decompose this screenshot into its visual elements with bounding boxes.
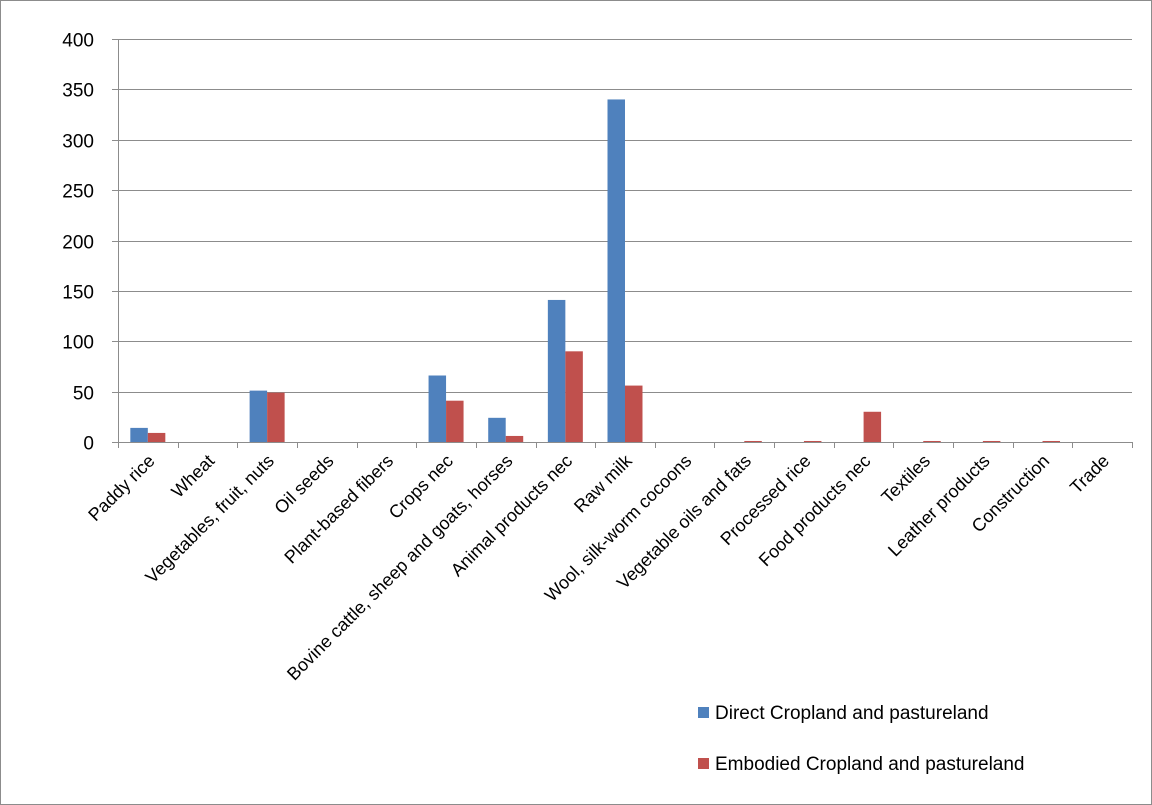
y-axis-tick-labels: 0 50 100 150 200 250 300 350 400 (62, 31, 94, 455)
y-tick-label: 100 (62, 333, 94, 354)
bar-direct-5 (428, 375, 447, 442)
y-tick-label: 200 (62, 233, 94, 254)
x-category-label: Leather products (884, 451, 994, 561)
legend-swatch-embodied (698, 758, 709, 769)
x-category-label: Animal products nec (447, 451, 576, 580)
x-category-label: Food products nec (755, 451, 875, 571)
x-category-label: Wheat (167, 451, 218, 502)
x-category-label: Plant-based fibers (280, 451, 397, 568)
bar-embodied-8 (625, 385, 643, 442)
bar-embodied-0 (147, 432, 166, 442)
legend-swatch-direct (698, 707, 709, 718)
bar-direct-0 (130, 427, 148, 442)
bar-embodied-13 (923, 440, 941, 442)
bar-direct-7 (547, 299, 566, 442)
x-category-label: Paddy rice (84, 451, 158, 525)
x-category-label: Trade (1066, 451, 1113, 498)
legend-label-embodied: Embodied Cropland and pastureland (715, 754, 1025, 775)
legend: Direct Cropland and pastureland Embodied … (698, 703, 1025, 775)
y-tick-label: 400 (62, 31, 94, 52)
x-category-label: Bovine cattle, sheep and goats, horses (283, 451, 516, 684)
y-tick-label: 350 (62, 81, 94, 102)
y-tick-label: 300 (62, 132, 94, 153)
y-tick-label: 150 (62, 283, 94, 304)
legend-label-direct: Direct Cropland and pastureland (715, 703, 989, 724)
bar-embodied-2 (267, 392, 285, 442)
y-tick-label: 50 (73, 384, 94, 405)
bars (130, 99, 1061, 442)
axes (112, 39, 1133, 448)
bar-direct-8 (607, 99, 625, 442)
bar-embodied-6 (505, 435, 524, 442)
x-category-label: Textiles (877, 451, 934, 508)
bar-direct-6 (488, 417, 506, 442)
bar-embodied-12 (863, 411, 882, 442)
bar-embodied-15 (1042, 440, 1061, 442)
bar-embodied-14 (982, 440, 1001, 442)
y-tick-label: 0 (83, 434, 94, 455)
bar-direct-2 (249, 390, 268, 442)
bar-embodied-11 (803, 440, 822, 442)
y-tick-label: 250 (62, 182, 94, 203)
bar-embodied-10 (744, 440, 762, 442)
bar-embodied-5 (446, 400, 464, 442)
bar-embodied-7 (565, 351, 583, 442)
